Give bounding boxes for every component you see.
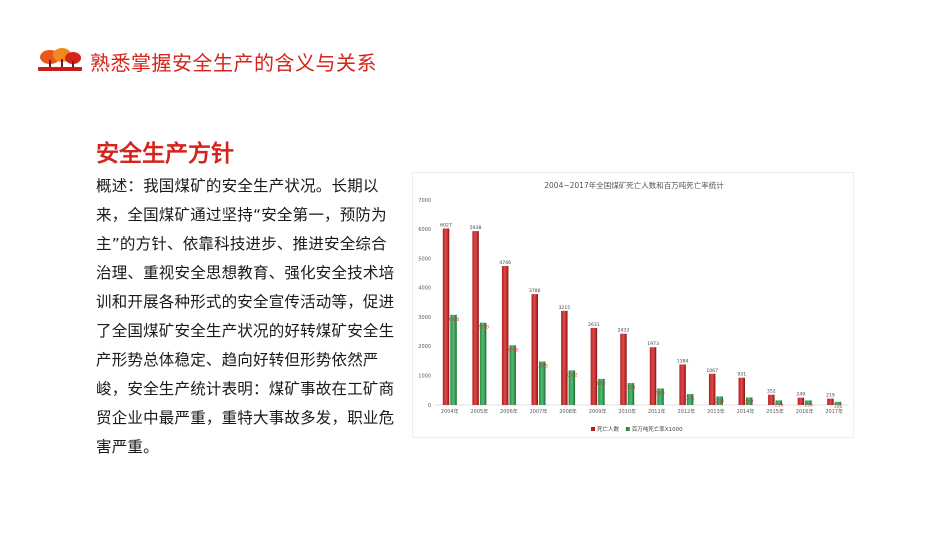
deaths-bar [501, 266, 509, 405]
deaths-bar [708, 373, 716, 405]
deaths-value-label: 1384 [677, 358, 689, 364]
y-tick-label: 2000 [418, 344, 431, 350]
deaths-value-label: 1973 [647, 341, 659, 347]
death-rate-bar [450, 314, 457, 405]
y-tick-label: 5000 [418, 256, 431, 262]
deaths-bar [768, 394, 775, 405]
death-rate-value-label: 106 [834, 404, 843, 410]
y-tick-label: 1000 [418, 374, 431, 380]
section-title: 安全生产方针 [96, 141, 234, 167]
y-tick-label: 6000 [418, 227, 431, 233]
deaths-value-label: 6027 [440, 222, 452, 228]
deaths-bar [561, 310, 568, 405]
deaths-value-label: 1067 [706, 368, 718, 374]
deaths-bar [679, 364, 686, 405]
legend-label-deaths: 死亡人数 [597, 425, 620, 433]
legend-label-death-rate: 百万吨死亡率X1000 [632, 425, 683, 433]
death-rate-bar [539, 361, 546, 405]
deaths-bar [472, 231, 479, 405]
death-rate-value-label: 2810 [477, 325, 489, 331]
death-rate-bar [775, 400, 783, 405]
legend-swatch-deaths [591, 427, 595, 431]
death-rate-bar [805, 400, 812, 405]
death-rate-value-label: 749 [627, 385, 636, 391]
x-tick-label: 2014年 [737, 408, 755, 415]
legend-swatch-death-rate [625, 427, 630, 431]
x-tick-label: 2004年 [441, 408, 459, 415]
death-rate-value-label: 159 [774, 402, 783, 408]
tree-landscape-logo-icon [38, 48, 82, 71]
x-tick-label: 2012年 [677, 408, 695, 415]
death-rate-bar [509, 345, 516, 405]
deaths-value-label: 5938 [470, 225, 482, 231]
deaths-bar [620, 333, 627, 405]
deaths-bar [590, 327, 598, 405]
x-tick-label: 2005年 [470, 408, 488, 415]
body-paragraph: 概述：我国煤矿的安全生产状况。长期以来，全国煤矿通过坚持“安全第一，预防为主”的… [96, 177, 395, 456]
death-rate-value-label: 1182 [566, 372, 578, 378]
death-rate-value-label: 2040 [507, 347, 519, 353]
y-tick-label: 4000 [418, 286, 431, 292]
death-rate-value-label: 3080 [448, 317, 460, 323]
x-tick-label: 2010年 [618, 408, 636, 415]
x-tick-label: 2016年 [796, 408, 814, 415]
deaths-value-label: 352 [767, 389, 776, 395]
y-tick-label: 7000 [418, 198, 431, 204]
deaths-value-label: 3215 [558, 305, 570, 311]
deaths-bar [827, 398, 834, 405]
x-tick-label: 2013年 [707, 408, 725, 415]
x-tick-label: 2009年 [589, 408, 607, 415]
death-rate-bar [686, 394, 694, 405]
deaths-value-label: 2433 [618, 328, 630, 334]
deaths-value-label: 3786 [529, 288, 541, 294]
deaths-bar [738, 377, 745, 405]
x-tick-label: 2011年 [648, 408, 666, 415]
death-rate-value-label: 564 [656, 390, 665, 396]
y-tick-label: 3000 [418, 315, 431, 321]
y-tick-label: 0 [428, 403, 431, 409]
x-tick-label: 2006年 [500, 408, 518, 415]
death-rate-bar [479, 322, 487, 405]
bar-chart: 2004~2017年全国煤矿死亡人数和百万吨死亡率统计 0 1000 2000 300… [418, 180, 849, 433]
chart-panel: 2004~2017年全国煤矿死亡人数和百万吨死亡率统计 0 1000 2000 300… [412, 172, 854, 438]
deaths-value-label: 2631 [588, 322, 600, 328]
deaths-value-label: 249 [797, 392, 806, 398]
x-tick-label: 2017年 [825, 408, 843, 415]
deaths-value-label: 219 [826, 393, 835, 399]
death-rate-value-label: 257 [745, 399, 754, 405]
chart-title: 2004~2017年全国煤矿死亡人数和百万吨死亡率统计 [544, 180, 724, 190]
deaths-bar [649, 347, 657, 405]
death-rate-bar [598, 378, 605, 405]
death-rate-value-label: 293 [715, 398, 724, 404]
deaths-value-label: 4746 [499, 260, 511, 266]
x-tick-label: 2008年 [559, 408, 577, 415]
deaths-bar [442, 228, 450, 405]
x-tick-label: 2007年 [530, 408, 548, 415]
death-rate-value-label: 156 [804, 402, 813, 408]
death-rate-value-label: 892 [597, 381, 606, 387]
death-rate-value-label: 374 [686, 396, 695, 402]
death-rate-bar [657, 388, 664, 405]
deaths-bar [531, 294, 538, 405]
death-rate-bar [746, 397, 753, 405]
death-rate-bar [568, 370, 576, 405]
x-tick-label: 2015年 [766, 408, 784, 415]
death-rate-bar [716, 396, 723, 405]
page-title: 熟悉掌握安全生产的含义与关系 [90, 51, 377, 75]
deaths-bar [797, 397, 805, 405]
deaths-value-label: 931 [737, 372, 746, 378]
death-rate-bar [834, 401, 842, 405]
death-rate-bar [627, 383, 635, 405]
death-rate-value-label: 1485 [536, 364, 548, 370]
